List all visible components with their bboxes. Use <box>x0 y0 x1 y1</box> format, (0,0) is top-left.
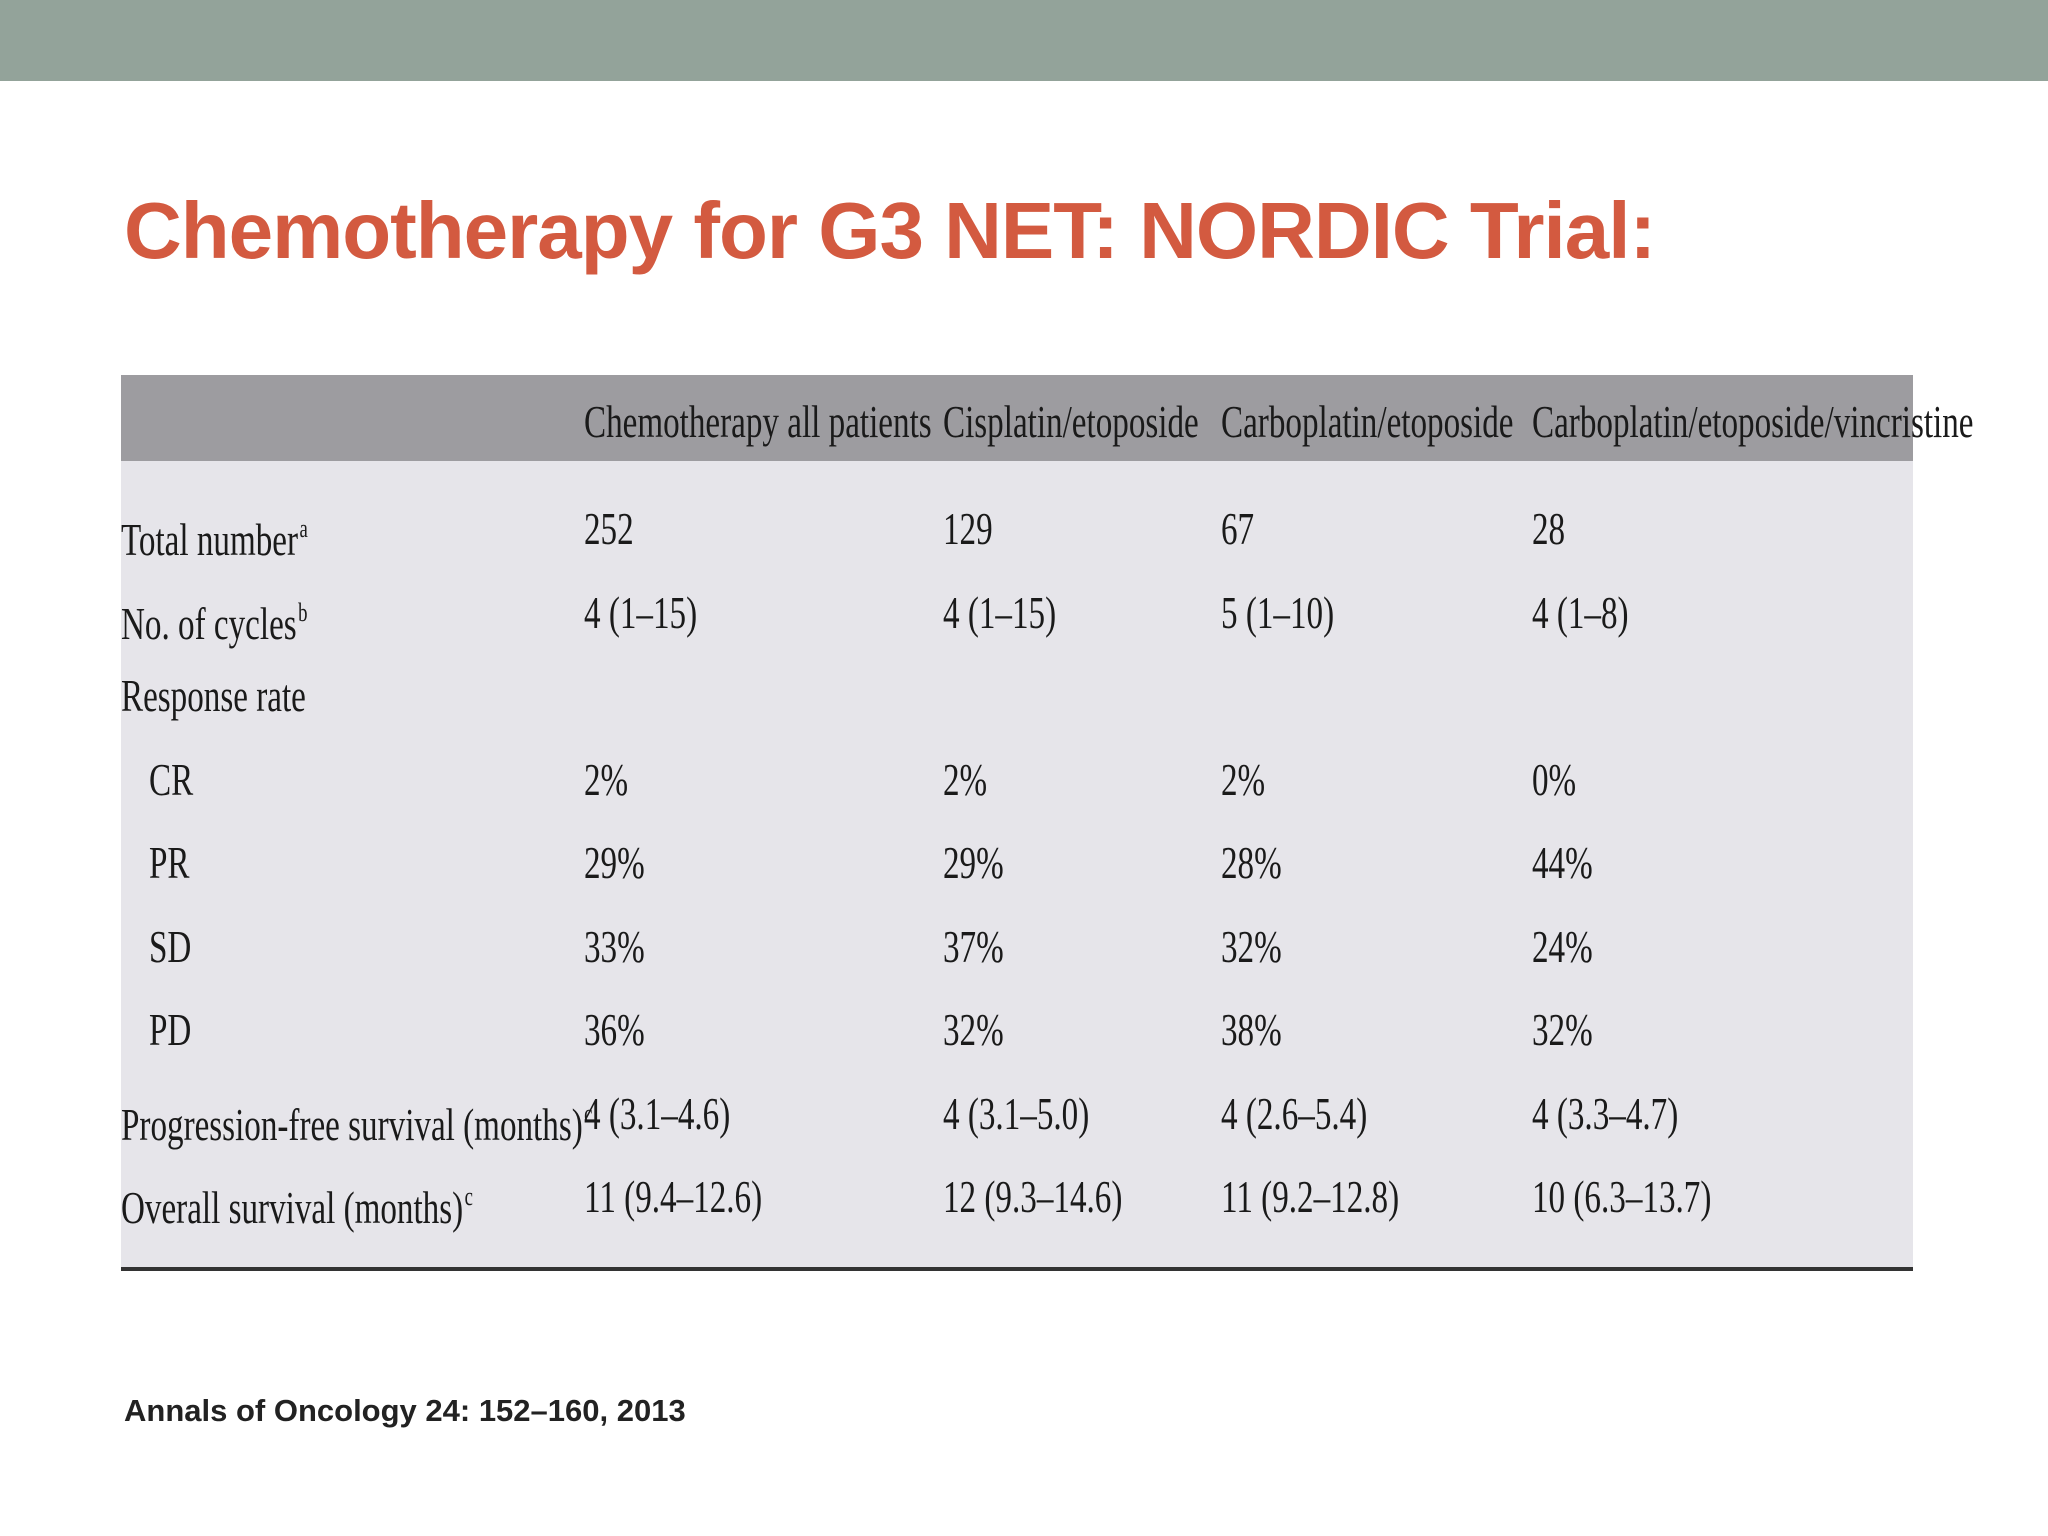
table-header <box>121 375 1913 461</box>
table-cell: 32% <box>943 1004 1004 1055</box>
row-label-text: CR <box>149 753 194 805</box>
row-label: Total numbera <box>121 504 308 565</box>
table-cell: 4 (1–15) <box>584 586 698 638</box>
row-label-text: Progression-free survival (months) <box>121 1098 583 1150</box>
table-cell: 32% <box>1532 1004 1593 1055</box>
row-label: Response rate <box>121 671 306 721</box>
table-cell: 32% <box>1221 920 1282 972</box>
row-label: PD <box>149 1005 191 1055</box>
table-cell: 4 (3.3–4.7) <box>1532 1087 1679 1139</box>
table-cell: 2% <box>1221 753 1266 805</box>
row-label: PR <box>149 838 190 888</box>
table-cell: 44% <box>1532 837 1593 888</box>
row-label-text: Total number <box>121 514 299 565</box>
table-cell: 129 <box>943 503 993 554</box>
table-cell: 2% <box>584 753 629 805</box>
row-label-text: No. of cycles <box>121 597 297 649</box>
row-label: Overall survival (months)c <box>121 1172 473 1233</box>
table-cell: 28% <box>1221 837 1282 888</box>
table-cell: 11 (9.2–12.8) <box>1221 1171 1400 1222</box>
table-cell: 29% <box>584 837 645 888</box>
table-cell: 4 (1–15) <box>943 586 1057 638</box>
row-label: No. of cyclesb <box>121 588 307 649</box>
table-cell: 28 <box>1532 503 1566 554</box>
table-cell: 33% <box>584 920 645 972</box>
table-cell: 12 (9.3–14.6) <box>943 1171 1123 1222</box>
table-cell: 2% <box>943 753 988 805</box>
footnote-marker: a <box>299 514 308 543</box>
table-cell: 4 (3.1–4.6) <box>584 1087 731 1139</box>
footnote-marker: c <box>584 1098 593 1128</box>
table-cell: 11 (9.4–12.6) <box>584 1171 763 1222</box>
row-label-text: PD <box>149 1004 192 1055</box>
table-cell: 4 (2.6–5.4) <box>1221 1087 1368 1139</box>
table-cell: 36% <box>584 1004 645 1055</box>
row-label-text: Response rate <box>121 670 306 721</box>
top-bar <box>0 0 2048 81</box>
table-cell: 4 (1–8) <box>1532 586 1629 638</box>
column-header: Chemotherapy all patients <box>584 396 932 447</box>
table-cell: 5 (1–10) <box>1221 586 1335 638</box>
row-label-text: SD <box>149 920 192 972</box>
table-cell: 252 <box>584 503 634 554</box>
table-cell: 0% <box>1532 753 1577 805</box>
table-cell: 4 (3.1–5.0) <box>943 1087 1090 1139</box>
table-cell: 29% <box>943 837 1004 888</box>
table-cell: 38% <box>1221 1004 1282 1055</box>
table-cell: 37% <box>943 920 1004 972</box>
slide-title: Chemotherapy for G3 NET: NORDIC Trial: <box>124 186 1656 275</box>
column-header: Carboplatin/etoposide/vincristine <box>1532 396 1974 447</box>
row-label: Progression-free survival (months)c <box>121 1089 592 1150</box>
table-cell: 24% <box>1532 920 1593 972</box>
footnote-marker: c <box>464 1182 473 1211</box>
data-table: Chemotherapy all patients Cisplatin/etopo… <box>121 375 1974 1271</box>
table-cell: 67 <box>1221 503 1255 554</box>
table-cell: 10 (6.3–13.7) <box>1532 1171 1712 1222</box>
column-header: Cisplatin/etoposide <box>943 396 1199 447</box>
column-header: Carboplatin/etoposide <box>1221 396 1514 447</box>
row-label-text: Overall survival (months) <box>121 1182 464 1233</box>
row-label: SD <box>149 920 192 972</box>
footnote-marker: b <box>298 597 308 627</box>
row-label: CR <box>149 753 194 805</box>
row-label-text: PR <box>149 837 190 888</box>
citation: Annals of Oncology 24: 152–160, 2013 <box>124 1393 686 1428</box>
